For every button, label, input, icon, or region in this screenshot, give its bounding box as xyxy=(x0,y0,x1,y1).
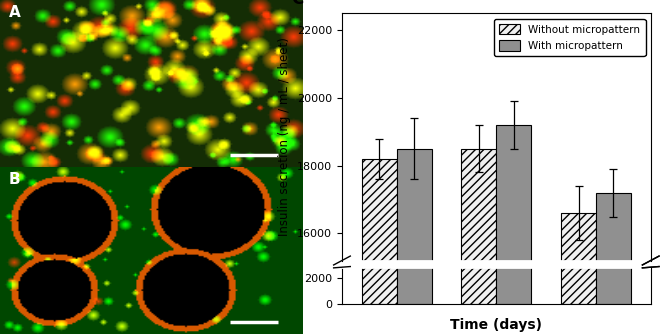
Text: C: C xyxy=(291,0,303,8)
Bar xyxy=(596,193,631,334)
Y-axis label: Insulin secretion (ng / mL / sheet): Insulin secretion (ng / mL / sheet) xyxy=(278,37,291,236)
Legend: Without micropattern, With micropattern: Without micropattern, With micropattern xyxy=(494,19,645,56)
Text: B: B xyxy=(9,172,21,187)
Bar xyxy=(596,78,631,304)
Bar xyxy=(397,149,432,334)
Bar xyxy=(561,213,596,334)
Bar xyxy=(362,159,397,334)
Bar xyxy=(561,86,596,304)
Text: A: A xyxy=(9,5,21,20)
Bar xyxy=(497,52,531,304)
Bar xyxy=(461,61,497,304)
Bar xyxy=(461,149,497,334)
X-axis label: Time (days): Time (days) xyxy=(450,318,542,332)
Bar xyxy=(362,65,397,304)
Bar xyxy=(397,61,432,304)
Bar xyxy=(497,125,531,334)
